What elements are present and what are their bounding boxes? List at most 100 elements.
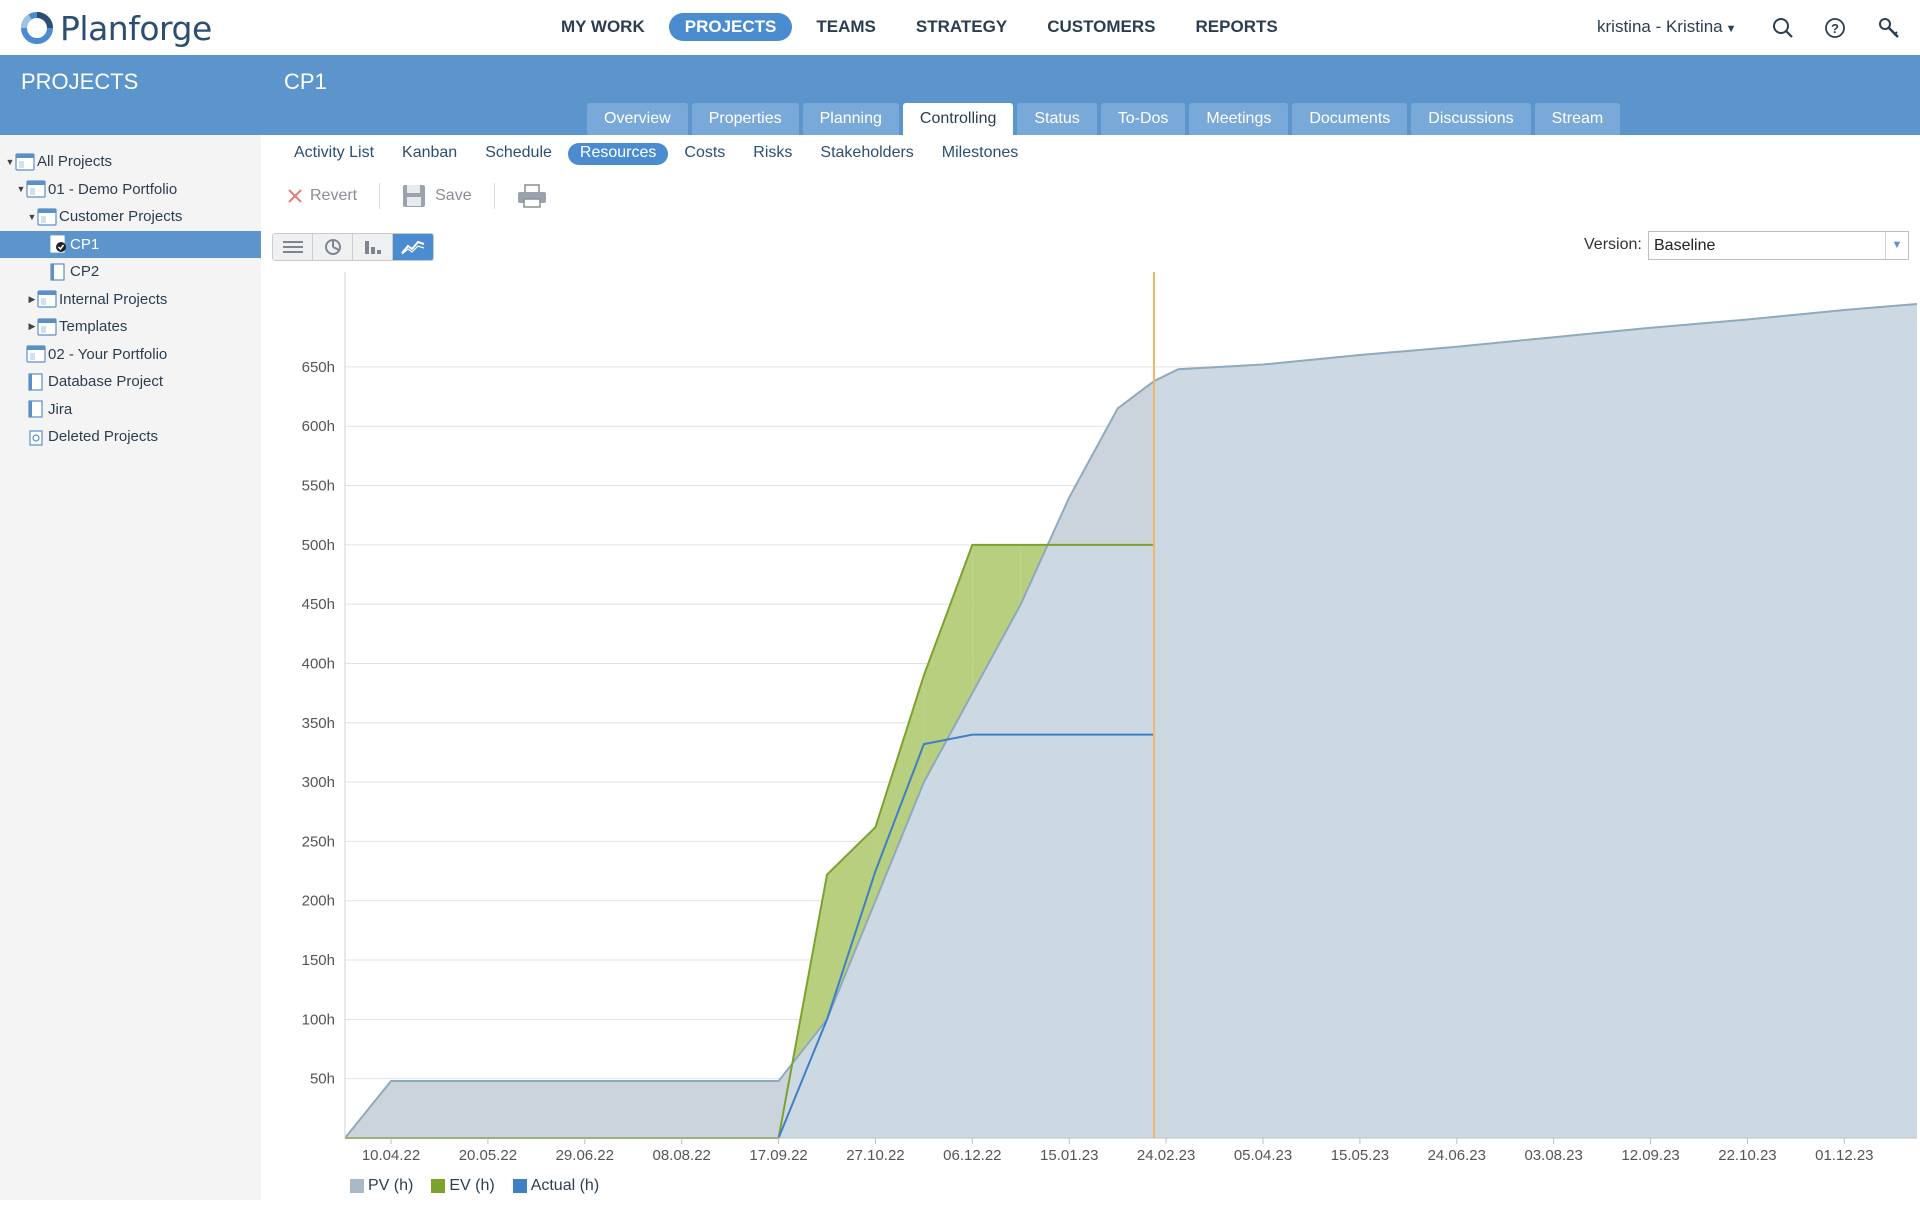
tree-item-customer-projects[interactable]: ▼ Customer Projects (0, 203, 261, 231)
tree-item-label: 02 - Your Portfolio (48, 345, 168, 363)
portfolio-icon (26, 345, 46, 363)
revert-button[interactable]: Revert (286, 187, 357, 205)
nav-projects[interactable]: PROJECTS (668, 13, 793, 41)
legend-swatch (512, 1179, 527, 1193)
expand-icon[interactable]: ▶ (28, 293, 36, 304)
tab-stream[interactable]: Stream (1534, 103, 1621, 135)
tab-discussions[interactable]: Discussions (1411, 103, 1531, 135)
subtab-risks[interactable]: Risks (753, 144, 793, 161)
y-tick-label: 200h (302, 893, 335, 910)
chevron-down-icon: ▼ (1725, 23, 1737, 35)
version-value: Baseline (1654, 237, 1716, 254)
subtab-resources[interactable]: Resources (567, 143, 669, 165)
legend-item[interactable]: PV (h) (350, 1177, 413, 1195)
portfolio-icon (37, 290, 57, 308)
variance-area (875, 675, 924, 901)
project-icon (26, 400, 46, 418)
chart-legend: PV (h) EV (h) Actual (h) (350, 1177, 599, 1195)
tree-item-label: CP2 (70, 263, 100, 281)
subtab-stakeholders[interactable]: Stakeholders (820, 144, 914, 161)
variance-area (923, 544, 973, 783)
tab-overview[interactable]: Overview (587, 103, 688, 135)
earned-value-chart: 50h 100h 150h 200h 250h 300h 350h 400h 450h 500h 5… (261, 262, 1920, 1200)
legend-swatch (350, 1179, 364, 1193)
nav-teams[interactable]: TEAMS (816, 17, 876, 36)
tree-item-jira[interactable]: Jira (0, 396, 261, 424)
save-label: Save (435, 187, 472, 204)
nav-reports[interactable]: REPORTS (1195, 17, 1278, 36)
bar-chart-icon (364, 241, 381, 254)
subtab-schedule[interactable]: Schedule (485, 144, 552, 161)
x-tick-label: 29.06.22 (556, 1147, 614, 1164)
tree-item-all-projects[interactable]: ▼ All Projects (0, 148, 261, 176)
x-tick-label: 27.10.22 (846, 1147, 904, 1164)
x-tick-label: 10.04.22 (362, 1147, 420, 1164)
bar-view-button[interactable] (353, 234, 393, 260)
collapse-icon[interactable]: ▼ (5, 156, 15, 167)
tree-item-internal-projects[interactable]: ▶ Internal Projects (0, 286, 261, 314)
logo[interactable]: Planforge (20, 8, 212, 48)
tree-item-label: CP1 (70, 235, 100, 253)
nav-customers[interactable]: CUSTOMERS (1047, 17, 1156, 36)
list-view-button[interactable] (273, 234, 313, 260)
tree-item-01-demo-portfolio[interactable]: ▼ 01 - Demo Portfolio (0, 176, 261, 204)
nav-my-work[interactable]: MY WORK (561, 17, 645, 36)
tab-to-dos[interactable]: To-Dos (1100, 103, 1186, 135)
line-view-button[interactable] (393, 234, 433, 260)
tab-documents[interactable]: Documents (1292, 103, 1408, 135)
divider (379, 183, 381, 209)
portfolio-icon (37, 208, 57, 226)
legend-item[interactable]: Actual (h) (512, 1177, 599, 1195)
y-tick-label: 150h (302, 952, 335, 969)
floppy-disk-icon (403, 185, 426, 207)
pv-line (344, 303, 1918, 1139)
nav-strategy[interactable]: STRATEGY (915, 17, 1008, 36)
actual-line (777, 733, 1155, 1139)
subtab-activity-list[interactable]: Activity List (294, 144, 375, 161)
legend-swatch (431, 1179, 446, 1193)
tab-properties[interactable]: Properties (691, 103, 799, 135)
search-icon[interactable] (1770, 15, 1796, 41)
tree-item-cp1[interactable]: CP1 (0, 230, 261, 258)
y-tick-label: 250h (302, 833, 335, 850)
tree-item-templates[interactable]: ▶ Templates (0, 313, 261, 341)
svg-text:?: ? (1831, 21, 1839, 36)
tree-item-deleted-projects[interactable]: Deleted Projects (0, 423, 261, 451)
version-select[interactable]: Baseline ▼ (1648, 231, 1909, 260)
x-tick-label: 05.04.23 (1234, 1147, 1292, 1164)
subtab-costs[interactable]: Costs (684, 144, 726, 161)
tree-item-database-project[interactable]: Database Project (0, 368, 261, 396)
tree-item-02-your-portfolio[interactable]: 02 - Your Portfolio (0, 341, 261, 369)
subtab-kanban[interactable]: Kanban (402, 144, 458, 161)
pie-chart-icon (324, 239, 341, 255)
tab-planning[interactable]: Planning (802, 103, 899, 135)
project-icon (48, 263, 68, 281)
admin-tools-icon[interactable] (1876, 15, 1902, 41)
project-icon (26, 373, 46, 391)
help-icon[interactable]: ? (1822, 15, 1848, 41)
tree-item-label: Deleted Projects (48, 428, 159, 446)
collapse-icon[interactable]: ▼ (27, 211, 37, 222)
legend-label: EV (h) (449, 1177, 495, 1194)
pie-view-button[interactable] (313, 234, 353, 260)
version-label: Version: (1584, 236, 1642, 253)
user-menu[interactable]: kristina - Kristina ▼ (1597, 17, 1737, 37)
x-tick-label: 15.01.23 (1040, 1147, 1098, 1164)
top-bar: Planforge MY WORK PROJECTS TEAMS STRATEGY CU… (0, 0, 1920, 55)
tab-controlling[interactable]: Controlling (902, 103, 1014, 135)
portfolio-icon (26, 180, 46, 198)
print-button[interactable] (517, 184, 547, 208)
tab-status[interactable]: Status (1017, 103, 1097, 135)
chart-view-switch (272, 233, 434, 261)
legend-item[interactable]: EV (h) (431, 1177, 495, 1195)
collapse-icon[interactable]: ▼ (16, 184, 26, 195)
expand-icon[interactable]: ▶ (28, 321, 36, 332)
divider (493, 183, 495, 209)
save-button[interactable]: Save (402, 184, 472, 208)
portfolio-icon (37, 318, 57, 336)
tab-meetings[interactable]: Meetings (1189, 103, 1289, 135)
x-tick-label: 24.06.23 (1428, 1147, 1486, 1164)
tree-item-cp2[interactable]: CP2 (0, 258, 261, 286)
projects-panel: PROJECTS ▼ All Projects ▼ 01 - Demo Portfol… (0, 55, 261, 1200)
subtab-milestones[interactable]: Milestones (941, 144, 1019, 161)
